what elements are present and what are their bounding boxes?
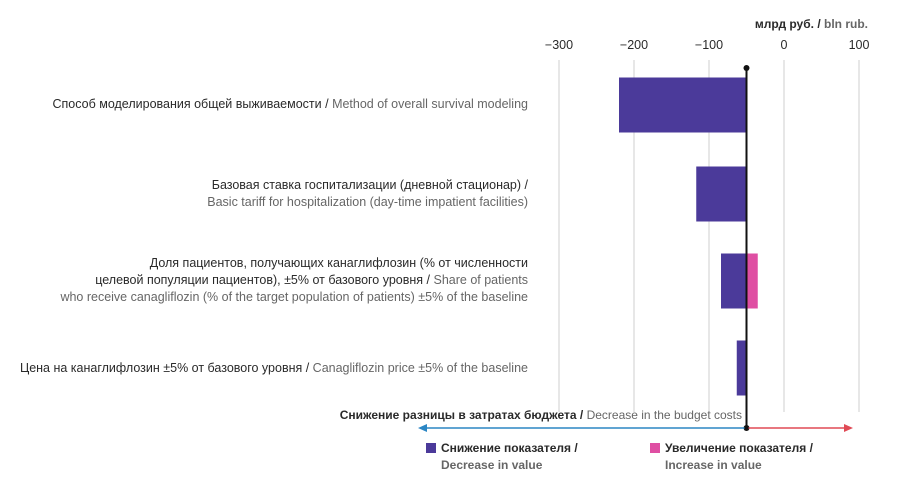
- category-label-en: Method of overall survival modeling: [332, 97, 528, 111]
- category-label-price: Цена на канаглифлозин ±5% от базового ур…: [20, 360, 528, 377]
- arrow-increase-head: [844, 424, 853, 432]
- x-tick-label: −100: [695, 38, 723, 52]
- x-tick-label: 0: [781, 38, 788, 52]
- category-label-ru-line1: Доля пациентов, получающих канаглифлозин…: [149, 256, 528, 270]
- category-label-ru: Способ моделирования общей выживаемости …: [52, 97, 333, 111]
- arrow-decrease-head: [418, 424, 427, 432]
- category-label-ru: Цена на канаглифлозин ±5% от базового ур…: [19, 361, 313, 375]
- unit-label-ru: млрд руб.: [754, 17, 814, 31]
- legend-decrease-en: Decrease in value: [441, 458, 543, 472]
- x-tick-label: −200: [620, 38, 648, 52]
- legend-increase-en: Increase in value: [665, 458, 762, 472]
- bar-decrease: [721, 253, 747, 309]
- bar-decrease: [619, 77, 747, 133]
- category-label-survival-modeling: Способ моделирования общей выживаемости …: [53, 96, 528, 113]
- category-label-ru: Базовая ставка госпитализации (дневной с…: [211, 178, 528, 192]
- category-label-en-line2: who receive canagliflozin (% of the targ…: [60, 290, 528, 304]
- bar-increase: [746, 253, 758, 309]
- x-tick-label: −300: [545, 38, 573, 52]
- budget-annotation-en: Decrease in the budget costs: [586, 408, 742, 422]
- x-tick-label: 100: [849, 38, 870, 52]
- budget-annotation: Снижение разницы в затратах бюджета / De…: [340, 408, 742, 422]
- category-label-ru-line2: целевой популяции пациентов), ±5% от баз…: [95, 273, 434, 287]
- legend-increase: Увеличение показателя / Increase in valu…: [650, 440, 813, 474]
- legend-decrease: Снижение показателя / Decrease in value: [426, 440, 578, 474]
- bar-decrease: [736, 340, 747, 396]
- legend-decrease-ru: Снижение показателя /: [441, 441, 578, 455]
- legend-increase-ru: Увеличение показателя /: [665, 441, 813, 455]
- legend-swatch-increase: [650, 443, 660, 453]
- unit-label-en: bln rub.: [824, 17, 868, 31]
- category-label-en: Basic tariff for hospitalization (day-ti…: [207, 195, 528, 209]
- budget-annotation-ru: Снижение разницы в затратах бюджета /: [339, 408, 587, 422]
- bar-decrease: [696, 166, 747, 222]
- category-label-patient-share: Доля пациентов, получающих канаглифлозин…: [60, 255, 528, 306]
- baseline-bottom-dot: [743, 425, 750, 431]
- category-label-en: Canagliflozin price ±5% of the baseline: [312, 361, 528, 375]
- category-label-en-line1: Share of patients: [433, 273, 528, 287]
- baseline-top-dot: [743, 65, 750, 71]
- legend-swatch-decrease: [426, 443, 436, 453]
- category-label-hospitalization-tariff: Базовая ставка госпитализации (дневной с…: [207, 177, 528, 211]
- unit-label: млрд руб. / bln rub.: [754, 17, 868, 31]
